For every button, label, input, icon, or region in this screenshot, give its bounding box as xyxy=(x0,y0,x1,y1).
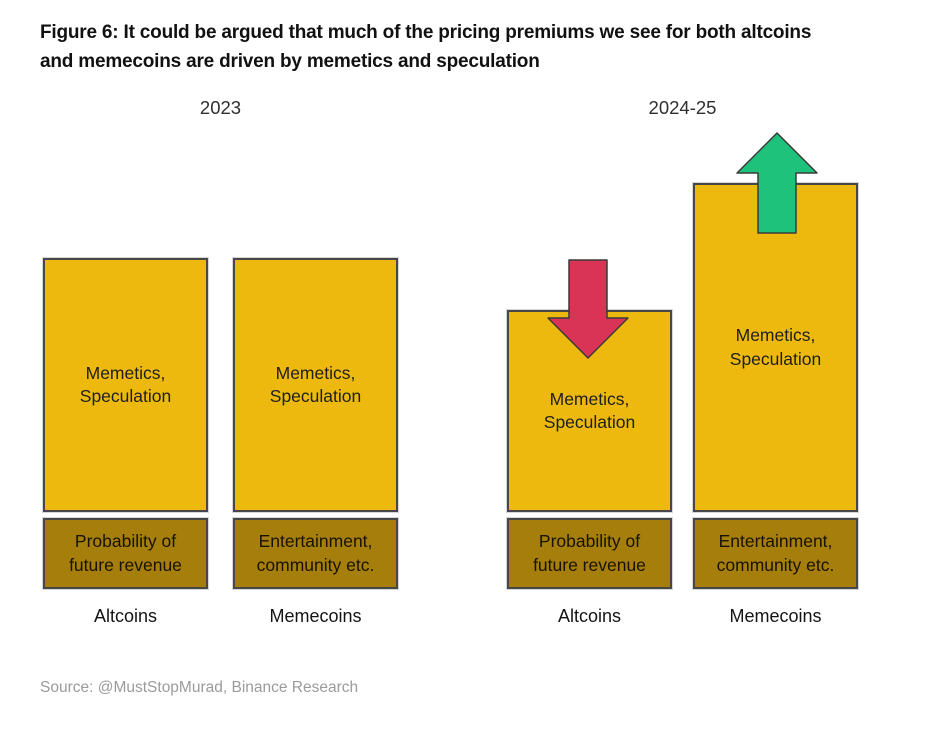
fundamental-box-2024-altcoins: Probability of future revenue xyxy=(507,518,672,589)
figure-title-line2: and memecoins are driven by memetics and… xyxy=(40,51,540,72)
premium-box-2024-altcoins: Memetics, Speculation xyxy=(507,310,672,512)
source-caption: Source: @MustStopMurad, Binance Research xyxy=(40,679,359,696)
category-label-2023-memecoins: Memecoins xyxy=(269,606,362,626)
group-label-2023: 2023 xyxy=(199,97,242,118)
fundamental-box-2023-altcoins: Probability of future revenue xyxy=(43,518,208,589)
premium-box-2024-memecoins: Memetics, Speculation xyxy=(693,183,858,512)
category-label-2024-altcoins: Altcoins xyxy=(557,606,622,626)
fundamental-box-2024-memecoins: Entertainment, community etc. xyxy=(693,518,858,589)
group-label-2024-25: 2024-25 xyxy=(648,97,717,118)
premium-box-2023-altcoins: Memetics, Speculation xyxy=(43,258,208,512)
figure-title-line1: Figure 6: It could be argued that much o… xyxy=(40,22,812,43)
category-label-2023-altcoins: Altcoins xyxy=(93,606,158,626)
fundamental-box-2023-memecoins: Entertainment, community etc. xyxy=(233,518,398,589)
premium-box-2023-memecoins: Memetics, Speculation xyxy=(233,258,398,512)
category-label-2024-memecoins: Memecoins xyxy=(729,606,822,626)
figure-title: Figure 6: It could be argued that much o… xyxy=(40,18,926,76)
